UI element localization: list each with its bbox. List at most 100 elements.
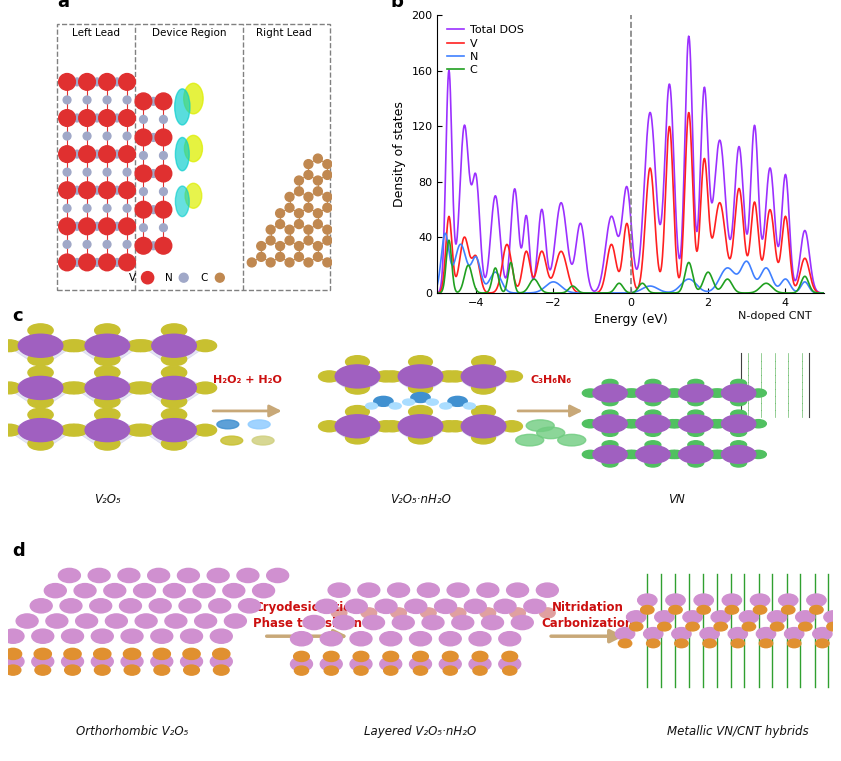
Circle shape [140,188,147,196]
Text: V: V [129,272,136,282]
Circle shape [731,441,747,449]
Circle shape [510,608,526,618]
Circle shape [28,437,53,450]
Circle shape [124,665,140,675]
Circle shape [750,594,770,607]
Circle shape [668,419,684,428]
Circle shape [276,209,284,218]
Circle shape [346,382,369,394]
Circle shape [239,599,261,613]
Circle shape [127,340,150,352]
Circle shape [93,186,101,194]
Circle shape [60,599,82,613]
Text: b: b [391,0,404,11]
Circle shape [645,397,661,406]
Circle shape [114,150,121,158]
Circle shape [119,110,135,126]
Circle shape [123,96,131,103]
Circle shape [602,459,618,467]
Circle shape [88,568,110,583]
Circle shape [150,242,157,250]
Polygon shape [328,363,387,389]
Circle shape [276,241,284,250]
Circle shape [499,657,521,671]
Circle shape [74,584,96,597]
Ellipse shape [537,427,565,438]
Circle shape [399,415,442,438]
Polygon shape [676,414,716,432]
Circle shape [375,599,397,613]
Circle shape [285,203,294,212]
Total DOS [657,209,667,218]
Circle shape [63,96,71,103]
Circle shape [98,146,115,162]
Circle shape [472,355,495,368]
C [819,288,829,298]
Polygon shape [590,384,630,402]
Circle shape [123,168,131,176]
Ellipse shape [526,420,554,431]
Circle shape [247,258,257,267]
Circle shape [119,254,135,271]
Circle shape [511,616,533,629]
Circle shape [294,187,304,196]
C [444,236,454,245]
Circle shape [194,340,217,352]
Circle shape [59,182,76,199]
Total DOS [667,113,677,122]
Polygon shape [391,413,450,438]
Circle shape [194,614,217,628]
Circle shape [209,599,230,613]
Circle shape [121,654,143,669]
Circle shape [703,639,717,648]
Circle shape [155,202,172,218]
Circle shape [438,421,459,431]
Circle shape [93,259,101,266]
Circle shape [664,389,680,397]
Circle shape [333,616,355,629]
Polygon shape [590,445,630,463]
Circle shape [73,259,81,266]
Circle shape [686,622,699,631]
Circle shape [389,403,401,409]
Circle shape [739,611,759,623]
Circle shape [152,334,196,357]
Circle shape [123,205,131,212]
Circle shape [442,651,458,661]
Circle shape [161,366,187,379]
Circle shape [711,389,727,397]
Text: Nitridation: Nitridation [552,600,624,613]
Circle shape [452,616,473,629]
Circle shape [94,665,110,675]
Circle shape [375,421,396,431]
Circle shape [666,594,685,607]
Circle shape [672,628,691,640]
Circle shape [314,187,322,196]
Circle shape [150,97,157,105]
Circle shape [688,380,704,387]
C [668,288,678,298]
Circle shape [161,324,187,337]
Total DOS [766,166,776,175]
Circle shape [711,419,727,428]
Circle shape [63,205,71,212]
Circle shape [194,424,217,436]
Circle shape [722,445,756,463]
Circle shape [285,258,294,267]
Circle shape [237,568,259,583]
Circle shape [816,639,829,648]
Circle shape [477,583,499,597]
Circle shape [807,594,826,607]
Circle shape [445,421,466,431]
Circle shape [79,74,95,91]
Circle shape [61,424,83,436]
Circle shape [812,628,832,640]
Circle shape [95,437,120,450]
Circle shape [98,218,115,234]
Circle shape [165,614,187,628]
Ellipse shape [252,436,274,445]
Circle shape [331,608,346,618]
Circle shape [383,666,398,675]
Circle shape [151,629,172,643]
Circle shape [722,594,742,607]
